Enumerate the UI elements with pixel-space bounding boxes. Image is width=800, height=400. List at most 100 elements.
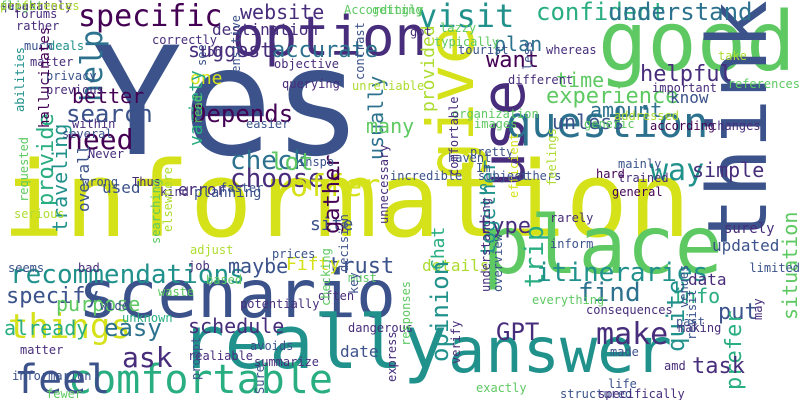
word-matter: matter [30, 55, 74, 69]
word-flight: flight [0, 0, 44, 13]
word-incredible: incredible [390, 169, 463, 183]
word-life: life [608, 377, 637, 391]
word-visit: visit [418, 0, 515, 35]
word-key: key [347, 272, 361, 294]
word-fifty: Fifty [286, 254, 341, 275]
word-trained: trained [618, 171, 669, 185]
word-dangerous: dangerous [348, 321, 414, 335]
word-making: making [678, 321, 722, 335]
word-within: within [72, 117, 116, 131]
word-ask: ask [122, 341, 173, 374]
word-comfortable-2: comfortable [447, 96, 461, 176]
word-accurate: accurate [272, 38, 378, 63]
word-efficient: efficient [507, 132, 521, 198]
word-consequences: consequences [586, 303, 673, 317]
word-unknown: unknown [122, 311, 173, 325]
word-site: site [310, 214, 354, 235]
word-hallucinates: hallucinates [37, 26, 53, 128]
word-question: question [506, 98, 709, 147]
word-realiable: realiable [188, 349, 254, 363]
word-forums: forums [14, 7, 58, 21]
word-trust: trust [328, 254, 395, 279]
word-references: references [727, 77, 800, 91]
word-subject: subject [478, 169, 529, 183]
word-amd: amd [664, 359, 686, 373]
word-searching: searching [149, 178, 163, 244]
word-may: may [751, 298, 765, 320]
word-everything: everything [532, 293, 605, 307]
word-structured: structured [560, 387, 633, 400]
word-responses: responses [399, 280, 413, 346]
word-accordingly: Accordingly [344, 3, 424, 17]
word-comfortable: comfortable [68, 357, 333, 400]
word-destination: destination [212, 20, 318, 39]
word-potentially: potentially [240, 297, 320, 311]
word-avoids: avoids [250, 339, 294, 353]
word-unless: unless [552, 110, 625, 134]
word-express: express [385, 331, 399, 382]
word-simple: simple [692, 158, 765, 182]
word-waste: waste [158, 285, 195, 299]
word-date: date [340, 342, 379, 361]
word-sure: Sure [253, 365, 267, 394]
word-adjust: adjust [190, 243, 234, 257]
word-exactly: exactly [476, 381, 527, 395]
word-know: know [670, 88, 709, 107]
word-changes: changes [710, 119, 761, 133]
word-getting: getting [372, 3, 423, 17]
word-venues: venues [677, 264, 691, 308]
word-suggest: suggest [188, 38, 273, 62]
word-specify: specify [6, 284, 99, 309]
word-many: many [366, 114, 415, 138]
word-need: need [66, 123, 134, 156]
word-verify: verify [449, 320, 463, 364]
word-generic: generic [584, 117, 635, 131]
word-data: data [688, 270, 727, 289]
word-d: d [330, 164, 341, 185]
word-option: option [232, 5, 428, 68]
word-got: got [410, 25, 432, 39]
word-understand: understand [608, 0, 753, 26]
word-already: already [4, 316, 89, 340]
word-yes: Yes [92, 16, 363, 190]
word-job: job [188, 259, 210, 273]
word-important: important [652, 81, 718, 95]
word-deals: deals [48, 39, 85, 53]
word-specifically: specifically [598, 387, 685, 400]
word-requested: requested [17, 136, 31, 202]
word-details: details [422, 256, 490, 275]
word-easy: easy [104, 314, 162, 342]
word-querying: querying [282, 77, 340, 91]
word-matter-2: matter [20, 343, 64, 357]
word-often: often [318, 289, 355, 303]
word-plan: plan [494, 32, 543, 56]
word-made: made [610, 345, 639, 359]
word-wide: wide [100, 299, 129, 313]
word-itineraries: itineraries [536, 258, 709, 288]
word-less: less [521, 41, 535, 70]
word-images: images [474, 117, 518, 131]
word-time: time [556, 68, 605, 92]
word-whereas: whereas [546, 43, 597, 57]
word-good: good [598, 0, 796, 90]
word-pretty: pretty [470, 145, 514, 159]
word-experience: experience [546, 84, 679, 109]
word-wrong: wrong [82, 175, 119, 189]
word-search: search [66, 100, 153, 128]
word-several: several [62, 127, 113, 141]
word-objective: objective [274, 57, 340, 71]
word-never: Never [88, 147, 125, 161]
word-gpt: GPT [496, 318, 540, 346]
word-organization: organization [452, 107, 539, 121]
word-im: Im [476, 161, 491, 175]
word-tbh: tbh [200, 45, 222, 59]
word-previous: previous [46, 83, 104, 97]
word-separately: separately [0, 0, 73, 13]
word-hard: hard [596, 167, 625, 181]
word-prices: prices [272, 247, 316, 261]
word-general: general [612, 185, 663, 199]
word-amount: amount [590, 98, 663, 122]
word-find: find [578, 278, 641, 308]
word-based: based [206, 273, 243, 287]
